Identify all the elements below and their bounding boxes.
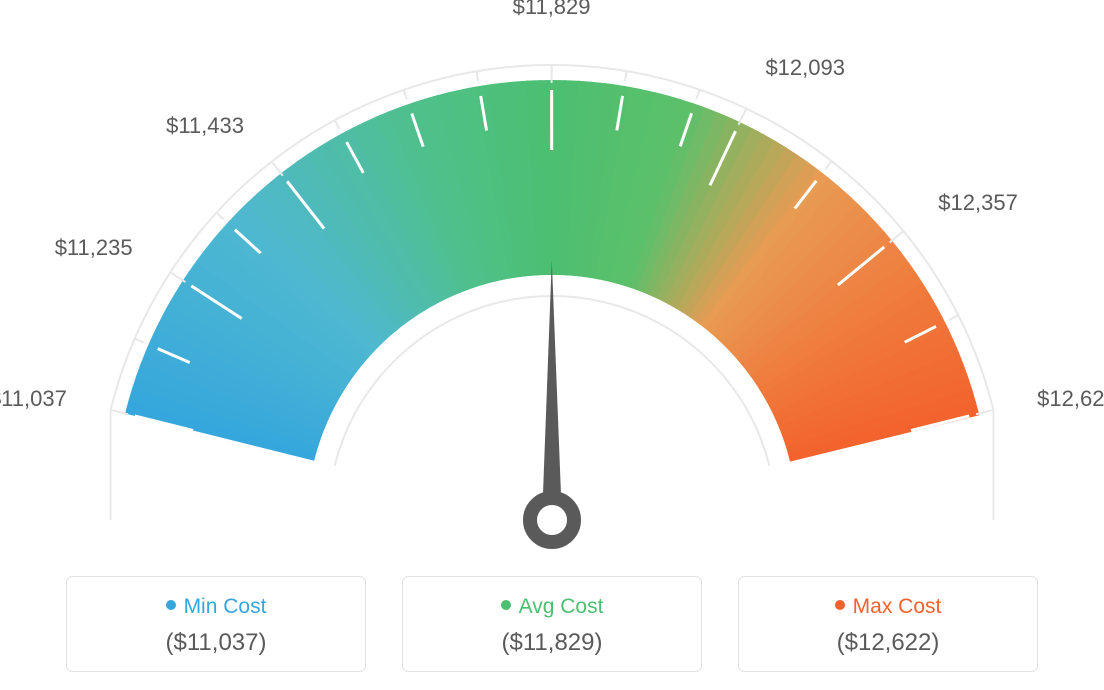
legend-dot-max	[835, 600, 845, 610]
legend-card-avg: Avg Cost ($11,829)	[402, 576, 702, 672]
legend-title-max: Max Cost	[749, 595, 1027, 619]
gauge-tick-label: $11,433	[166, 113, 244, 139]
legend-value-min: ($11,037)	[77, 629, 355, 657]
legend-row: Min Cost ($11,037) Avg Cost ($11,829) Ma…	[0, 576, 1104, 672]
gauge-tick-label: $12,357	[938, 190, 1018, 216]
cost-gauge-infographic: $11,037 $11,235 $11,433 $11,829 $12,093 $12,3…	[0, 0, 1104, 690]
gauge-tick-label: $12,622	[1037, 386, 1104, 412]
gauge-tick-label: $11,235	[55, 235, 133, 261]
legend-value-avg: ($11,829)	[413, 629, 691, 657]
legend-title-max-text: Max Cost	[853, 595, 942, 618]
legend-title-min: Min Cost	[77, 595, 355, 619]
legend-title-avg: Avg Cost	[413, 595, 691, 619]
legend-value-max: ($12,622)	[749, 629, 1027, 657]
legend-dot-min	[166, 600, 176, 610]
legend-title-avg-text: Avg Cost	[519, 595, 604, 618]
gauge-tick-label: $11,037	[0, 386, 67, 412]
gauge-tick-label: $11,829	[513, 0, 591, 20]
legend-title-min-text: Min Cost	[184, 595, 267, 618]
legend-card-min: Min Cost ($11,037)	[66, 576, 366, 672]
gauge-svg	[22, 20, 1082, 560]
legend-card-max: Max Cost ($12,622)	[738, 576, 1038, 672]
legend-dot-avg	[501, 600, 511, 610]
gauge-chart: $11,037 $11,235 $11,433 $11,829 $12,093 $12,3…	[0, 0, 1104, 560]
gauge-tick-label: $12,093	[765, 55, 845, 81]
